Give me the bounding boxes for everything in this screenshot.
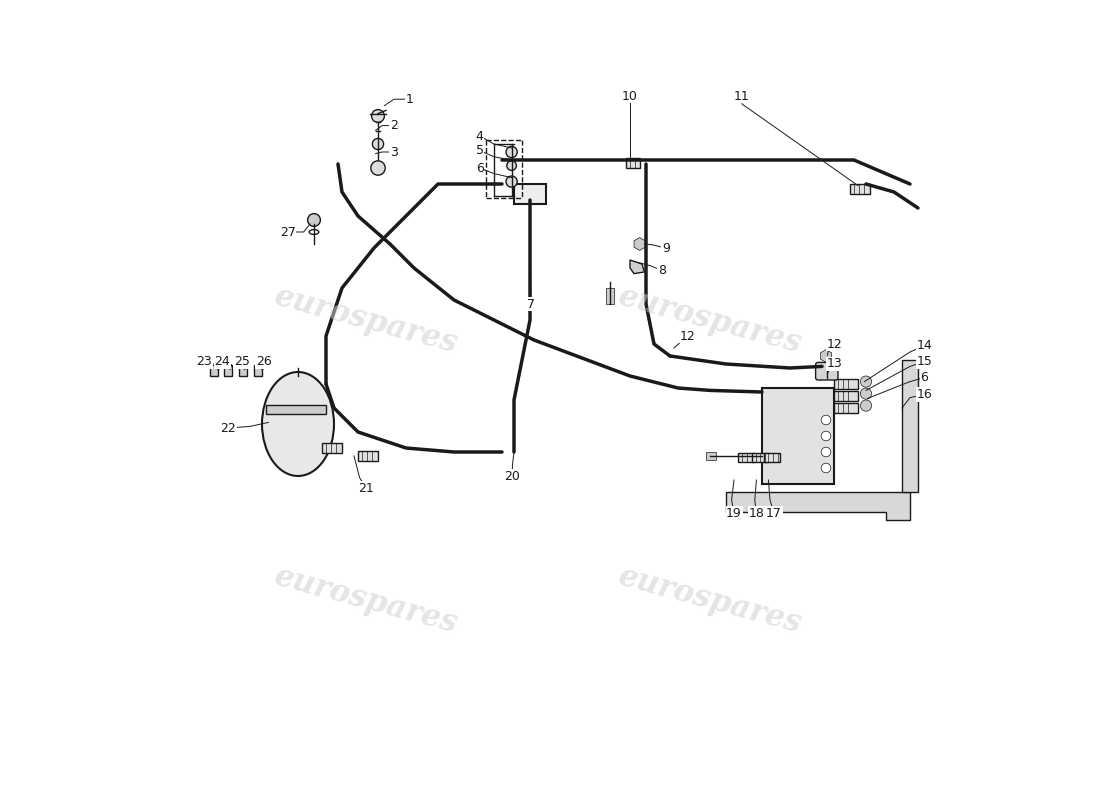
Bar — [266, 405, 326, 414]
Text: 10: 10 — [623, 90, 638, 102]
Circle shape — [860, 376, 871, 387]
Polygon shape — [726, 492, 910, 520]
Circle shape — [506, 146, 517, 158]
Text: 16: 16 — [916, 388, 933, 401]
Text: 21: 21 — [359, 482, 374, 494]
Bar — [834, 379, 858, 389]
Bar — [514, 184, 546, 204]
Text: 7: 7 — [527, 298, 535, 310]
Text: 1: 1 — [406, 93, 414, 106]
Polygon shape — [630, 260, 645, 274]
Circle shape — [373, 138, 384, 150]
Text: 22: 22 — [220, 422, 236, 434]
Text: 15: 15 — [916, 355, 933, 368]
Bar — [834, 391, 858, 401]
Text: 11: 11 — [734, 90, 750, 102]
Text: 8: 8 — [658, 264, 666, 277]
Polygon shape — [902, 360, 918, 492]
Bar — [322, 443, 342, 453]
Circle shape — [371, 161, 385, 175]
Text: 17: 17 — [766, 507, 782, 520]
Text: 20: 20 — [505, 470, 520, 482]
Bar — [751, 453, 768, 462]
Text: 14: 14 — [916, 339, 933, 352]
Circle shape — [506, 176, 517, 187]
Circle shape — [822, 431, 830, 441]
Text: eurospares: eurospares — [271, 281, 461, 359]
Circle shape — [507, 161, 516, 170]
Ellipse shape — [262, 372, 334, 476]
Text: 3: 3 — [390, 146, 398, 158]
Circle shape — [822, 447, 830, 457]
Bar — [210, 365, 218, 376]
Text: 6: 6 — [921, 371, 928, 384]
Text: 2: 2 — [390, 119, 398, 132]
Text: 12: 12 — [680, 330, 695, 342]
Circle shape — [308, 214, 320, 226]
Text: 5: 5 — [475, 144, 484, 157]
Text: eurospares: eurospares — [615, 281, 805, 359]
Text: 12: 12 — [827, 338, 843, 350]
Text: 4: 4 — [475, 130, 484, 142]
Bar — [606, 288, 614, 304]
Circle shape — [822, 463, 830, 473]
Bar — [224, 365, 232, 376]
Text: eurospares: eurospares — [271, 561, 461, 639]
FancyBboxPatch shape — [815, 362, 838, 380]
Circle shape — [860, 400, 871, 411]
Bar — [254, 365, 262, 376]
Text: 19: 19 — [726, 507, 741, 520]
Bar — [850, 184, 870, 194]
Text: 18: 18 — [748, 507, 764, 520]
Bar — [626, 158, 640, 168]
Circle shape — [860, 388, 871, 399]
Text: 26: 26 — [255, 355, 272, 368]
Bar — [358, 451, 378, 461]
Circle shape — [822, 415, 830, 425]
Text: 23: 23 — [197, 355, 212, 368]
Text: 9: 9 — [662, 242, 670, 254]
Bar — [762, 388, 834, 484]
Bar — [834, 403, 858, 413]
Text: 6: 6 — [475, 162, 484, 174]
Bar — [764, 453, 780, 462]
Text: eurospares: eurospares — [615, 561, 805, 639]
Text: 13: 13 — [827, 358, 843, 370]
Bar — [706, 452, 716, 460]
Bar — [738, 453, 754, 462]
Bar — [239, 365, 246, 376]
Circle shape — [372, 110, 384, 122]
Text: 24: 24 — [214, 355, 230, 368]
Text: 27: 27 — [279, 226, 296, 238]
Text: 25: 25 — [234, 355, 250, 368]
